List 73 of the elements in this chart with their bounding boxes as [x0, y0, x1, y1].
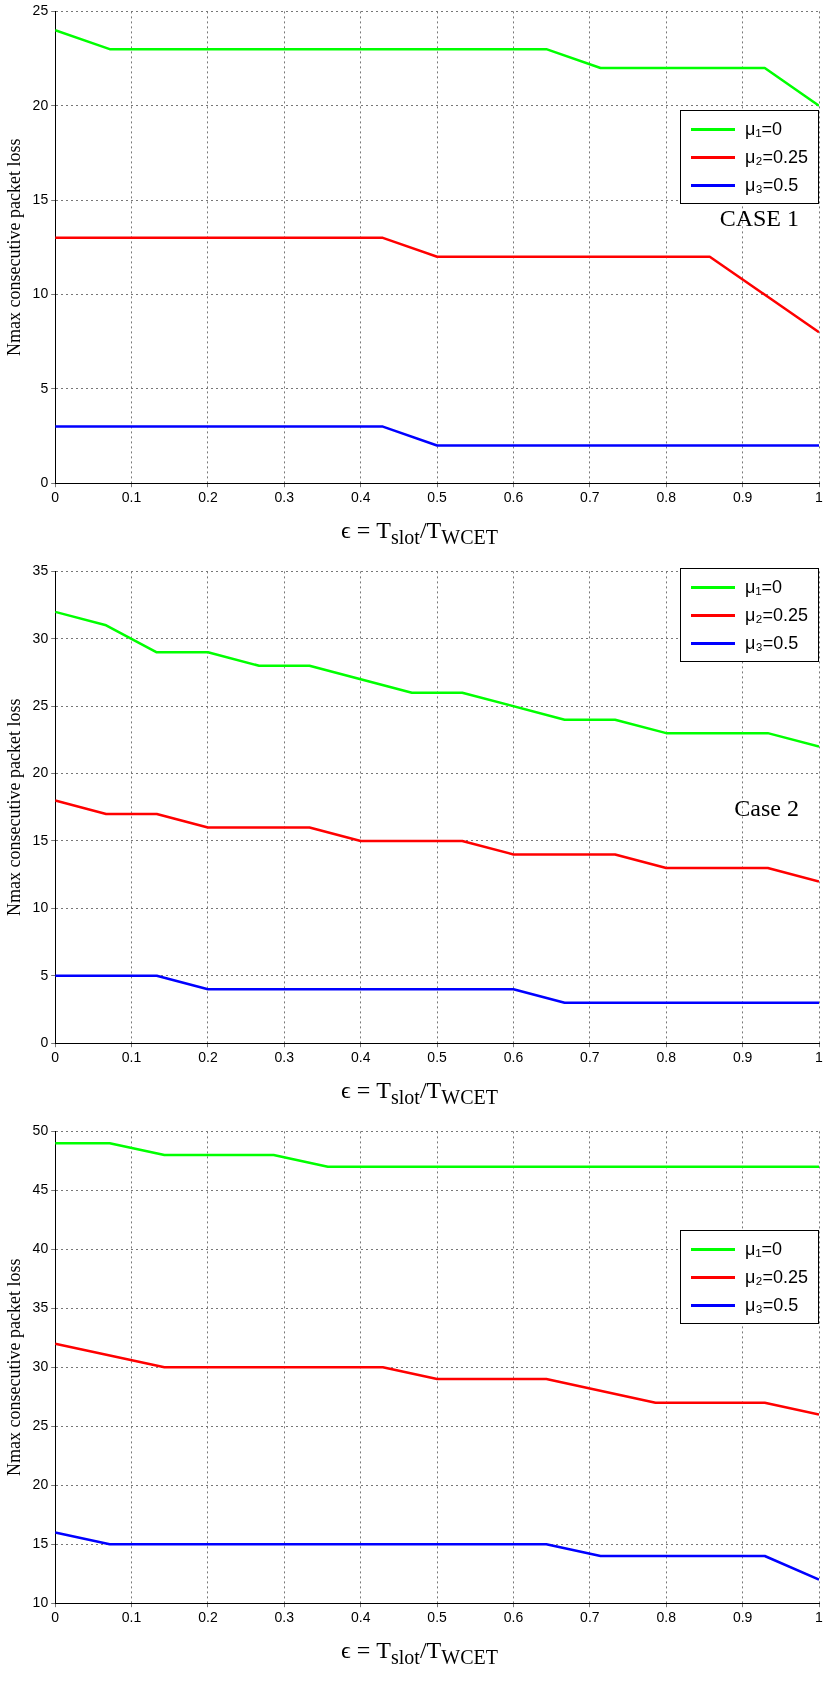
x-tick-label: 0	[51, 489, 60, 506]
y-tick-label: 25	[32, 1417, 49, 1434]
x-axis-title: ϵ = T$_{slot}$/T$_{WCET}$	[340, 516, 499, 550]
x-tick-label: 0.9	[732, 1049, 753, 1066]
x-tick-label: 0.8	[656, 1609, 677, 1626]
y-tick-label: 0	[40, 1034, 49, 1051]
y-axis-title: Nmax consecutive packet loss	[3, 138, 24, 357]
y-tick-label: 40	[32, 1240, 49, 1257]
y-tick-label: 15	[32, 1535, 49, 1552]
y-tick-label: 25	[32, 697, 49, 714]
x-tick-label: 0.6	[503, 489, 524, 506]
y-tick-label: 5	[40, 379, 49, 396]
legend-label: μ₁=0	[745, 1238, 783, 1260]
x-tick-label: 0.5	[427, 489, 448, 506]
x-tick-label: 0.7	[580, 1609, 600, 1626]
x-tick-label: 0.1	[121, 489, 142, 506]
x-tick-label: 0.2	[198, 489, 218, 506]
annotation: CASE 1	[719, 205, 799, 232]
y-axis-title: Nmax consecutive packet loss	[3, 698, 24, 917]
y-tick-label: 20	[32, 96, 49, 113]
x-tick-label: 0.1	[121, 1609, 142, 1626]
x-tick-label: 0.6	[503, 1049, 524, 1066]
x-axis-title: ϵ = T$_{slot}$/T$_{WCET}$	[340, 1636, 499, 1670]
y-tick-label: 25	[32, 2, 49, 19]
y-tick-label: 10	[32, 899, 49, 916]
x-tick-label: 0.2	[198, 1049, 218, 1066]
x-tick-label: 0	[51, 1049, 60, 1066]
y-tick-label: 5	[40, 966, 49, 983]
x-tick-label: 0.3	[274, 1049, 295, 1066]
y-tick-label: 10	[32, 1594, 49, 1611]
x-tick-label: 0.1	[121, 1049, 142, 1066]
x-tick-label: 0.8	[656, 489, 677, 506]
x-tick-label: 1	[815, 489, 824, 506]
y-axis-title: Nmax consecutive packet loss	[3, 1258, 24, 1477]
y-tick-label: 15	[32, 831, 49, 848]
legend-label: μ₁=0	[745, 576, 783, 598]
x-tick-label: 0.4	[350, 489, 371, 506]
x-tick-label: 0.9	[732, 489, 753, 506]
x-tick-label: 1	[815, 1049, 824, 1066]
x-tick-label: 0.4	[350, 1609, 371, 1626]
legend-label: μ₃=0.5	[745, 174, 799, 196]
legend-label: μ₂=0.25	[745, 604, 808, 626]
x-tick-label: 0.2	[198, 1609, 218, 1626]
y-tick-label: 30	[32, 629, 49, 646]
x-tick-label: 0.5	[427, 1049, 448, 1066]
legend-label: μ₃=0.5	[745, 1294, 799, 1316]
x-tick-label: 1	[815, 1609, 824, 1626]
y-tick-label: 10	[32, 285, 49, 302]
x-tick-label: 0	[51, 1609, 60, 1626]
x-tick-label: 0.5	[427, 1609, 448, 1626]
x-tick-label: 0.7	[580, 489, 600, 506]
x-tick-label: 0.9	[732, 1609, 753, 1626]
x-tick-label: 0.4	[350, 1049, 371, 1066]
x-tick-label: 0.7	[580, 1049, 600, 1066]
y-tick-label: 30	[32, 1358, 49, 1375]
legend-label: μ₂=0.25	[745, 146, 808, 168]
legend-label: μ₂=0.25	[745, 1266, 808, 1288]
y-tick-label: 20	[32, 1476, 49, 1493]
x-tick-label: 0.8	[656, 1049, 677, 1066]
x-tick-label: 0.3	[274, 1609, 295, 1626]
x-axis-title: ϵ = T$_{slot}$/T$_{WCET}$	[340, 1076, 499, 1110]
y-tick-label: 35	[32, 1299, 49, 1316]
x-tick-label: 0.3	[274, 489, 295, 506]
y-tick-label: 50	[32, 1122, 49, 1139]
y-tick-label: 15	[32, 190, 49, 207]
legend-label: μ₁=0	[745, 118, 783, 140]
x-tick-label: 0.6	[503, 1609, 524, 1626]
y-tick-label: 45	[32, 1181, 49, 1198]
y-tick-label: 0	[40, 474, 49, 491]
annotation: Case 2	[734, 795, 799, 822]
y-tick-label: 35	[32, 562, 49, 579]
y-tick-label: 20	[32, 764, 49, 781]
legend-label: μ₃=0.5	[745, 632, 799, 654]
